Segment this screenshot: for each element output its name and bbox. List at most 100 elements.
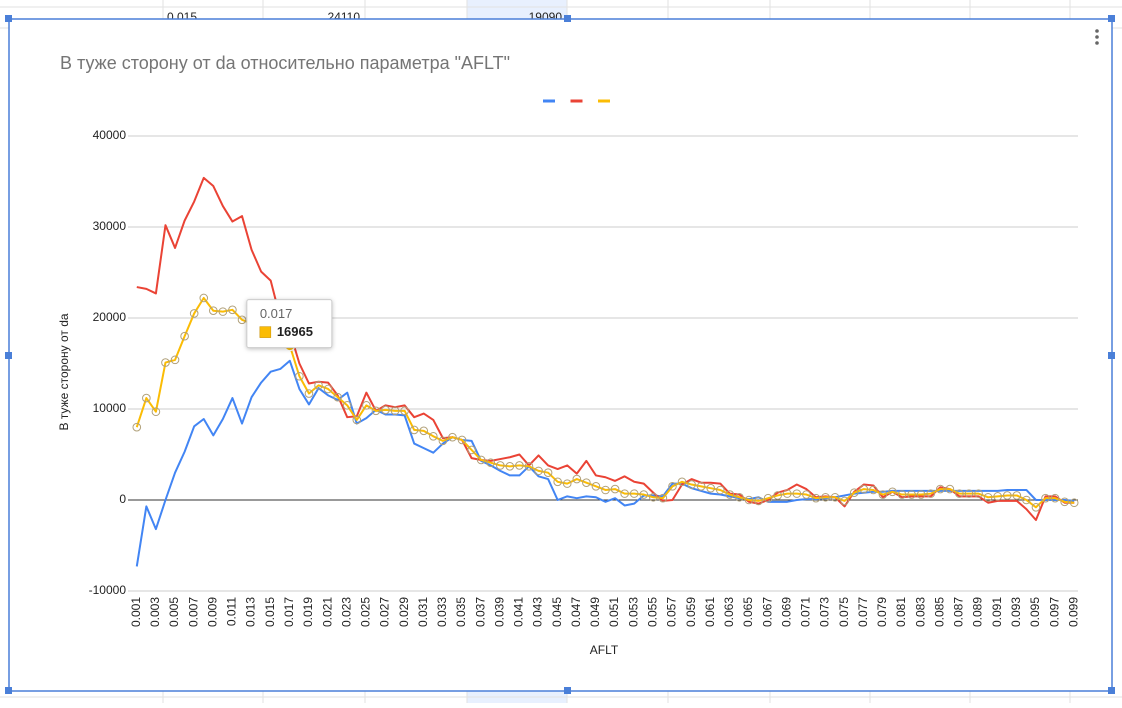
point-marker bbox=[888, 487, 897, 497]
point-marker bbox=[218, 307, 228, 316]
point-marker bbox=[1002, 491, 1012, 500]
x-tick-label: 0.045 bbox=[550, 597, 564, 627]
x-tick-label: 0.019 bbox=[301, 597, 315, 627]
point-marker bbox=[352, 415, 362, 425]
point-marker bbox=[773, 491, 782, 500]
point-marker bbox=[572, 474, 582, 484]
point-marker bbox=[390, 406, 400, 416]
y-tick-label: -10000 bbox=[89, 583, 127, 597]
x-tick-label: 0.093 bbox=[1009, 597, 1023, 627]
point-marker bbox=[381, 405, 390, 415]
point-marker bbox=[725, 490, 735, 499]
x-tick-label: 0.051 bbox=[607, 597, 621, 627]
x-tick-label: 0.001 bbox=[129, 597, 143, 627]
point-marker bbox=[438, 436, 448, 446]
point-marker bbox=[400, 406, 409, 416]
x-axis-label: AFLT bbox=[590, 643, 619, 657]
x-tick-label: 0.017 bbox=[282, 597, 296, 627]
point-marker bbox=[869, 485, 878, 495]
chart-frame[interactable] bbox=[8, 18, 1113, 692]
y-tick-label: 0 bbox=[119, 492, 126, 506]
x-tick-label: 0.083 bbox=[913, 597, 927, 627]
point-marker bbox=[524, 462, 534, 471]
point-marker bbox=[591, 482, 601, 491]
series-line bbox=[135, 296, 1075, 509]
point-marker bbox=[1050, 493, 1060, 503]
point-marker bbox=[467, 445, 476, 455]
point-marker bbox=[419, 426, 429, 436]
point-marker bbox=[668, 482, 677, 491]
point-marker bbox=[457, 435, 467, 445]
point-marker bbox=[782, 489, 792, 498]
x-tick-label: 0.011 bbox=[225, 597, 239, 626]
x-tick-label: 0.073 bbox=[818, 597, 832, 627]
x-tick-label: 0.071 bbox=[799, 597, 813, 627]
point-marker bbox=[237, 315, 247, 325]
x-tick-label: 0.035 bbox=[454, 597, 468, 627]
x-tick-label: 0.037 bbox=[473, 597, 487, 627]
x-tick-label: 0.077 bbox=[856, 597, 870, 627]
point-marker bbox=[792, 489, 802, 498]
point-marker bbox=[639, 490, 649, 499]
point-marker bbox=[486, 458, 496, 467]
point-marker bbox=[333, 392, 342, 402]
point-marker bbox=[821, 492, 830, 502]
point-marker bbox=[964, 489, 974, 498]
point-marker bbox=[409, 425, 419, 435]
menu-button[interactable] bbox=[1095, 29, 1099, 45]
point-marker bbox=[840, 496, 849, 506]
point-marker bbox=[1069, 498, 1079, 508]
point-marker bbox=[935, 484, 945, 494]
x-tick-label: 0.015 bbox=[263, 597, 277, 627]
x-tick-label: 0.081 bbox=[894, 597, 908, 627]
point-marker bbox=[649, 492, 658, 502]
point-marker bbox=[1012, 491, 1022, 500]
point-marker bbox=[945, 484, 955, 494]
point-marker bbox=[151, 407, 161, 417]
point-marker bbox=[974, 489, 983, 498]
point-marker bbox=[802, 490, 811, 499]
point-marker bbox=[505, 462, 515, 471]
x-tick-label: 0.085 bbox=[932, 597, 946, 627]
point-marker bbox=[228, 305, 237, 315]
point-marker bbox=[323, 384, 333, 394]
point-marker bbox=[878, 490, 888, 499]
x-tick-label: 0.065 bbox=[741, 597, 755, 627]
point-marker bbox=[448, 432, 457, 442]
point-marker bbox=[715, 485, 725, 495]
x-tick-label: 0.013 bbox=[244, 597, 258, 627]
point-marker bbox=[830, 492, 840, 502]
resize-handles bbox=[5, 15, 1115, 694]
point-marker bbox=[582, 478, 591, 488]
point-marker bbox=[209, 306, 218, 316]
x-tick-label: 0.097 bbox=[1047, 597, 1061, 627]
x-tick-label: 0.061 bbox=[703, 597, 717, 627]
point-marker bbox=[553, 477, 562, 487]
point-marker bbox=[610, 484, 620, 494]
x-tick-label: 0.091 bbox=[990, 597, 1004, 627]
x-tick-label: 0.067 bbox=[760, 597, 774, 627]
x-tick-label: 0.029 bbox=[397, 597, 411, 627]
x-tick-label: 0.063 bbox=[722, 597, 736, 627]
x-tick-label: 0.021 bbox=[320, 597, 334, 627]
point-marker bbox=[189, 309, 199, 318]
tooltip-category: 0.017 bbox=[260, 306, 293, 321]
y-axis-label: В туже сторону от da bbox=[57, 313, 71, 430]
point-marker bbox=[629, 489, 639, 498]
point-marker bbox=[161, 358, 170, 367]
x-tick-label: 0.053 bbox=[626, 597, 640, 627]
point-marker bbox=[132, 422, 142, 432]
point-marker bbox=[926, 489, 936, 498]
point-marker bbox=[515, 461, 524, 470]
x-tick-label: 0.041 bbox=[512, 597, 526, 627]
chart-title: В туже сторону от da относительно параме… bbox=[60, 53, 510, 73]
point-marker bbox=[677, 477, 687, 487]
point-marker bbox=[763, 493, 773, 503]
point-marker bbox=[897, 490, 907, 499]
x-tick-label: 0.087 bbox=[952, 597, 966, 627]
tooltip-swatch bbox=[259, 326, 272, 338]
x-tick-label: 0.057 bbox=[665, 597, 679, 627]
point-marker bbox=[170, 355, 180, 365]
point-marker bbox=[429, 432, 438, 441]
point-marker bbox=[342, 401, 352, 410]
